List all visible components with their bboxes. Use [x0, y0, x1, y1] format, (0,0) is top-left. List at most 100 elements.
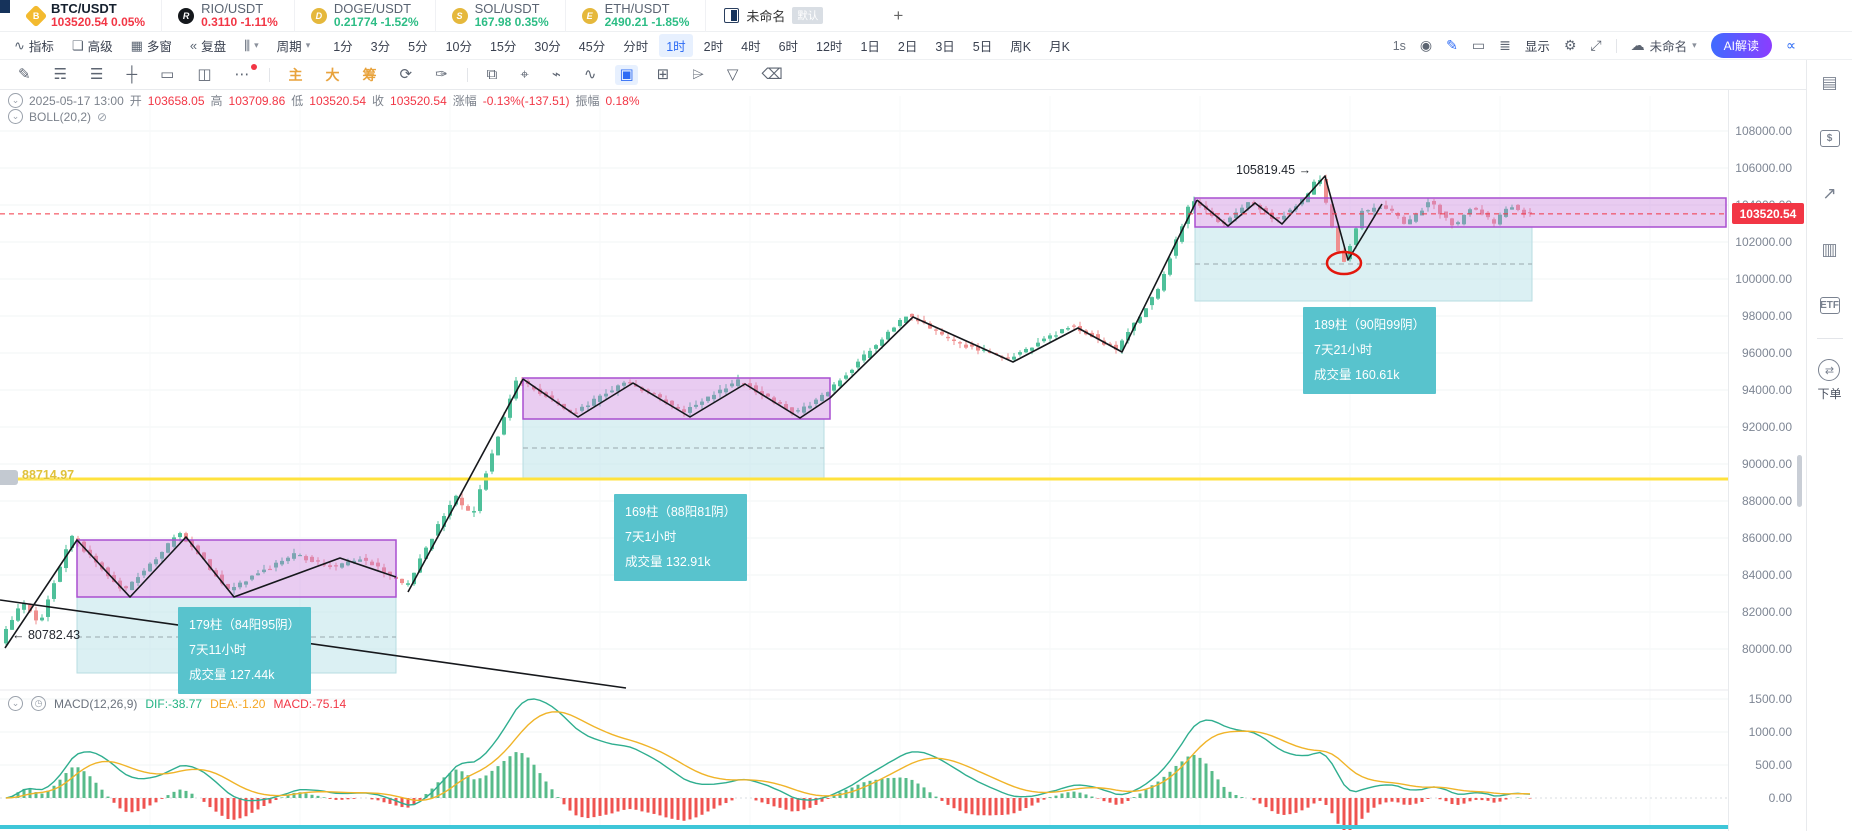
mode-large[interactable]: 大 — [325, 66, 340, 83]
draw-magnet-icon[interactable]: ⌖ — [520, 65, 529, 83]
etf-icon[interactable]: ETF — [1819, 297, 1840, 314]
timeframe-30分[interactable]: 30分 — [534, 40, 561, 54]
add-tab-button[interactable]: + — [893, 5, 904, 25]
timeframe-1日[interactable]: 1日 — [860, 40, 880, 54]
timeframe-5分[interactable]: 5分 — [408, 40, 428, 54]
menu-advanced[interactable]: ❏ 高级 — [71, 37, 113, 55]
change-value: -0.13%(-137.51) — [482, 93, 570, 108]
draw-wave-icon[interactable]: ∿ — [583, 65, 597, 83]
alert-icon[interactable]: ◷ — [31, 696, 46, 711]
macd-value: MACD:-75.14 — [273, 696, 347, 711]
timeframe-2日[interactable]: 2日 — [897, 40, 918, 54]
menu-multiwindow[interactable]: ▦ 多窗 — [130, 37, 172, 55]
symbol-tab-btc[interactable]: B BTC/USDT 103520.54 0.05% — [12, 0, 163, 32]
menu-replay[interactable]: «复盘 — [189, 38, 227, 54]
drawing-toolbar: ✎ ☴ ☰ ┼ ▭ ◫ ⋯ 主 大 筹 ⟳ ✑ ⧉ ⌖ ⌁ ∿ ▣ ⊞ ⌲ ▽ ⌫ — [0, 60, 1806, 90]
change-label: 涨幅 — [452, 94, 477, 108]
orders-panel-icon[interactable]: ▤ — [1821, 73, 1838, 92]
timeframe-6时[interactable]: 6时 — [778, 40, 799, 54]
range-volume: 成交量 132.91k — [625, 555, 711, 569]
draw-trendline-icon[interactable]: ☴ — [53, 65, 68, 83]
frame-icon[interactable]: ▭ — [1471, 37, 1486, 53]
timeframe-1时[interactable]: 1时 — [659, 34, 693, 57]
chart-type-select[interactable]: ⫼ ▾ — [244, 38, 259, 54]
timeframe-1分[interactable]: 1分 — [333, 40, 353, 54]
menu-period[interactable]: 周期 ▾ — [276, 40, 311, 54]
depth-chart-icon[interactable]: ▥ — [1821, 240, 1838, 259]
draw-pattern-icon[interactable]: ◫ — [197, 65, 212, 83]
share-icon[interactable]: ∝ — [1785, 37, 1796, 53]
ai-analysis-button[interactable]: AI解读 — [1710, 33, 1772, 58]
markets-trend-icon[interactable]: ↗ — [1822, 184, 1837, 203]
timeframe-4时[interactable]: 4时 — [741, 40, 761, 54]
tab-price-change: 103520.54 0.05% — [51, 15, 146, 29]
settings-icon[interactable]: ⚙ — [1563, 37, 1577, 53]
sol-coin-icon: S — [451, 7, 468, 24]
collapse-icon[interactable]: ⌄ — [8, 93, 23, 108]
draw-filter-icon[interactable]: ▽ — [726, 65, 739, 83]
timeframe-3日[interactable]: 3日 — [935, 40, 955, 54]
display-toggle[interactable]: 显示 — [1524, 40, 1550, 54]
symbol-tab-eth[interactable]: E ETH/USDT 2490.21 -1.85% — [566, 0, 707, 32]
timeframe-list: 1分 3分 5分 10分 15分 30分 45分 分时 1时 2时 4时 6时 12时 1日 2日 3日 5日 周… — [326, 34, 1077, 57]
price-axis[interactable]: 108000.00106000.00104000.00102000.001000… — [1728, 90, 1806, 831]
timeframe-15分[interactable]: 15分 — [489, 40, 517, 54]
draw-attach-icon[interactable]: ⌲ — [692, 65, 704, 83]
dif-value: DIF:-38.77 — [145, 696, 203, 711]
draw-brush-icon[interactable]: ✑ — [435, 65, 448, 83]
timeframe-3分[interactable]: 3分 — [370, 40, 391, 54]
screenshot-icon[interactable]: ◉ — [1419, 37, 1433, 53]
timeframe-2时[interactable]: 2时 — [703, 40, 724, 54]
menu-indicators[interactable]: ∿ 指标 — [14, 37, 54, 55]
collapse-icon[interactable]: ⌄ — [8, 696, 23, 711]
draw-pencil-icon[interactable]: ✎ — [18, 65, 31, 83]
draw-note-icon[interactable]: ⊞ — [656, 65, 670, 83]
mode-chips[interactable]: 筹 — [362, 66, 377, 83]
draw-more-icon[interactable]: ⋯ — [231, 63, 257, 85]
edit-icon[interactable]: ✎ — [1446, 37, 1458, 53]
draw-cross-icon[interactable]: ┼ — [126, 65, 138, 83]
timeframe-10分[interactable]: 10分 — [445, 40, 472, 54]
timeframe-5日[interactable]: 5日 — [972, 40, 993, 54]
price-axis-label: 100000.00 — [1735, 272, 1792, 286]
collapse-icon[interactable]: ⌄ — [8, 109, 23, 124]
list-icon[interactable]: ≣ — [1499, 37, 1511, 53]
tab-price-change: 0.3110 -1.11% — [201, 15, 278, 29]
toolbar-divider — [466, 67, 468, 82]
range-duration: 7天21小时 — [1314, 343, 1373, 357]
tab-symbol: SOL/USDT — [474, 1, 540, 16]
draw-snap-icon[interactable]: ⌁ — [551, 65, 561, 83]
candlestick-chart[interactable] — [0, 90, 1728, 831]
draw-rotate-icon[interactable]: ⟳ — [399, 65, 413, 83]
range-stats-label-2: 169柱（88阳81阴） 7天1小时 成交量 132.91k — [614, 494, 748, 581]
draw-channel-icon[interactable]: ☰ — [90, 65, 104, 83]
timeframe-周K[interactable]: 周K — [1010, 40, 1032, 54]
timeframe-月K[interactable]: 月K — [1049, 40, 1070, 54]
assets-icon[interactable]: $ — [1819, 130, 1840, 147]
symbol-tab-doge[interactable]: D DOGE/USDT 0.21774 -1.52% — [295, 0, 436, 32]
draw-rectangle-icon[interactable]: ▭ — [160, 65, 175, 83]
fullscreen-icon[interactable]: ⤢ — [1590, 37, 1602, 53]
timeframe-分时[interactable]: 分时 — [623, 40, 649, 54]
dea-value: DEA:-1.20 — [210, 696, 266, 711]
timeframe-12时[interactable]: 12时 — [816, 40, 843, 54]
draw-delete-icon[interactable]: ⌫ — [761, 65, 783, 83]
current-price-tag: 103520.54 — [1732, 203, 1804, 225]
horizontal-scrollbar[interactable] — [0, 825, 1728, 829]
symbol-tab-rio[interactable]: R RIO/USDT 0.3110 -1.11% — [162, 0, 295, 32]
range-bars: 179柱（84阳95阴） — [189, 618, 301, 632]
workspace-selector[interactable]: ☁ 未命名 ▾ — [1630, 37, 1697, 54]
doge-coin-icon: D — [310, 7, 327, 24]
visibility-off-icon[interactable]: ⊘ — [97, 109, 108, 124]
draw-copy-icon[interactable]: ⧉ — [486, 65, 498, 83]
place-order-button[interactable]: ⇄ 下单 — [1817, 359, 1842, 402]
symbol-tab-sol[interactable]: S SOL/USDT 167.98 0.35% — [436, 0, 566, 32]
open-label: 开 — [129, 94, 142, 108]
mode-main[interactable]: 主 — [288, 66, 303, 83]
chart-area[interactable]: 108000.00106000.00104000.00102000.001000… — [0, 90, 1806, 831]
layout-tab[interactable]: 未命名 默认 — [706, 0, 841, 32]
layout-icon — [724, 8, 740, 23]
axis-scrollbar[interactable] — [1797, 455, 1802, 507]
draw-clipboard-icon[interactable]: ▣ — [615, 64, 638, 85]
timeframe-45分[interactable]: 45分 — [578, 40, 606, 54]
